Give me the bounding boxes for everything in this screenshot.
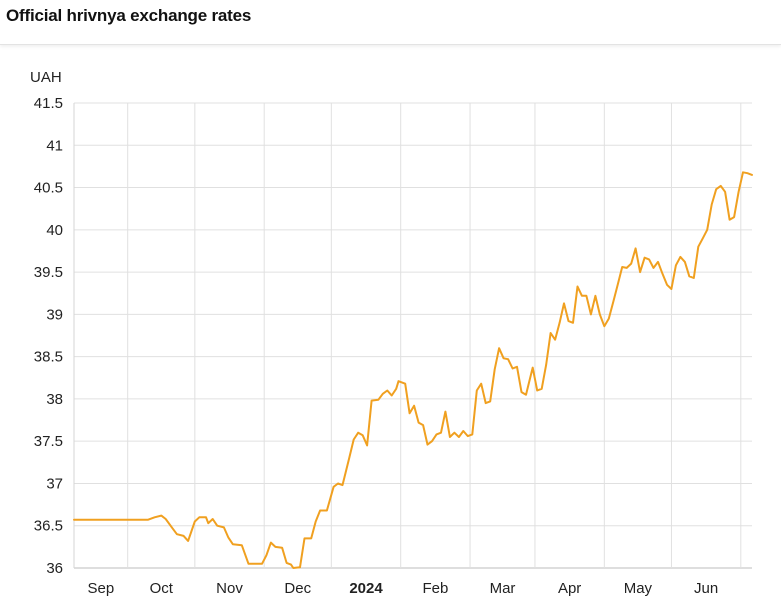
page-title: Official hrivnya exchange rates — [6, 6, 252, 25]
y-tick-label: 40 — [46, 222, 63, 239]
y-axis-unit-label: UAH — [30, 69, 62, 86]
x-tick-label: Sep — [87, 580, 114, 597]
chart-header: Official hrivnya exchange rates — [0, 0, 781, 45]
grid-lines — [73, 102, 752, 569]
y-tick-label: 41.5 — [34, 95, 63, 112]
x-tick-label: Mar — [490, 580, 516, 597]
y-tick-label: 39 — [46, 306, 63, 323]
y-tick-label: 38.5 — [34, 349, 63, 366]
series-layer — [73, 171, 753, 569]
x-tick-label: Dec — [284, 580, 311, 597]
y-tick-label: 37 — [46, 475, 63, 492]
x-tick-label: Oct — [150, 580, 174, 597]
x-tick-label: Feb — [422, 580, 448, 597]
series-line-uah-rate — [73, 171, 753, 569]
y-axis-tick-labels: 36 36.5 37 37.5 38 38.5 39 39.5 40 40.5 41 41.5 — [34, 95, 63, 577]
y-tick-label: 36.5 — [34, 518, 63, 535]
x-tick-label: Apr — [558, 580, 581, 597]
x-tick-label: Jun — [694, 580, 718, 597]
y-tick-label: 41 — [46, 137, 63, 154]
x-tick-label: May — [624, 580, 653, 597]
x-tick-label: 2024 — [349, 580, 383, 597]
y-tick-label: 40.5 — [34, 180, 63, 197]
y-tick-label: 39.5 — [34, 264, 63, 281]
y-tick-label: 37.5 — [34, 433, 63, 450]
x-axis-tick-labels: Sep Oct Nov Dec 2024 Feb Mar Apr May Jun — [87, 580, 718, 597]
x-tick-label: Nov — [216, 580, 243, 597]
y-tick-label: 36 — [46, 560, 63, 577]
y-tick-label: 38 — [46, 391, 63, 408]
